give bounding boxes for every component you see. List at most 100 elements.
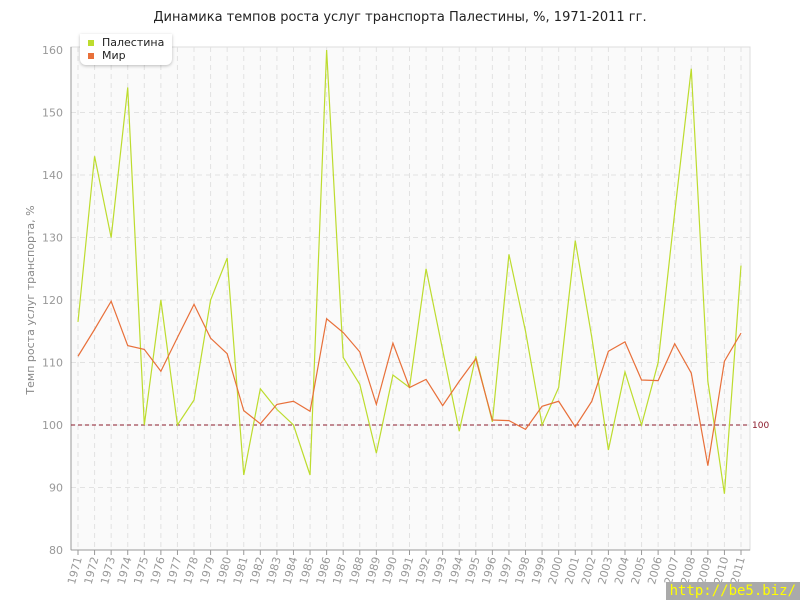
data-point (160, 299, 162, 301)
legend-item-world[interactable]: Мир (88, 49, 164, 62)
data-point (707, 465, 709, 467)
data-point (558, 387, 560, 389)
plot-area (70, 46, 751, 551)
data-point (475, 355, 477, 357)
legend-label: Палестина (102, 36, 165, 49)
data-point (243, 410, 245, 412)
y-tick-label: 110 (42, 357, 63, 370)
data-point (342, 357, 344, 359)
data-point (475, 358, 477, 360)
data-point (127, 87, 129, 89)
data-point (425, 378, 427, 380)
data-point (243, 474, 245, 476)
data-point (326, 49, 328, 51)
data-point (690, 68, 692, 70)
legend-label: Мир (102, 49, 126, 62)
data-point (525, 428, 527, 430)
data-point (77, 321, 79, 323)
data-point (574, 240, 576, 242)
chart-title: Динамика темпов роста услуг транспорта П… (153, 10, 647, 25)
data-point (176, 424, 178, 426)
data-point (591, 400, 593, 402)
data-point (292, 400, 294, 402)
data-point (491, 421, 493, 423)
data-point (541, 405, 543, 407)
legend-item-palestine[interactable]: Палестина (88, 36, 164, 49)
data-point (409, 387, 411, 389)
data-point (392, 342, 394, 344)
data-point (624, 341, 626, 343)
data-point (94, 155, 96, 157)
data-point (723, 360, 725, 362)
data-point (491, 419, 493, 421)
data-point (707, 380, 709, 382)
data-point (392, 374, 394, 376)
data-point (607, 449, 609, 451)
data-point (674, 343, 676, 345)
y-tick-label: 100 (42, 419, 63, 432)
data-point (375, 452, 377, 454)
legend: Палестина Мир (80, 34, 173, 65)
data-point (574, 426, 576, 428)
data-point (276, 403, 278, 405)
data-point (143, 348, 145, 350)
data-point (259, 423, 261, 425)
data-point (375, 403, 377, 405)
legend-swatch (88, 39, 94, 46)
data-point (525, 330, 527, 332)
data-point (674, 212, 676, 214)
y-tick-label: 120 (42, 294, 63, 307)
data-point (641, 379, 643, 381)
legend-swatch (88, 52, 94, 59)
data-point (292, 424, 294, 426)
data-point (458, 430, 460, 432)
data-point (657, 380, 659, 382)
watermark[interactable]: http://be5.biz/ (665, 582, 800, 600)
data-point (210, 299, 212, 301)
data-point (740, 265, 742, 267)
y-tick-label: 150 (42, 107, 63, 120)
data-point (442, 405, 444, 407)
data-point (690, 372, 692, 374)
data-point (309, 474, 311, 476)
data-point (193, 303, 195, 305)
data-point (624, 371, 626, 373)
data-point (77, 355, 79, 357)
data-point (110, 300, 112, 302)
data-point (226, 257, 228, 259)
data-point (259, 388, 261, 390)
data-point (309, 410, 311, 412)
data-point (110, 237, 112, 239)
data-point (508, 420, 510, 422)
data-point (210, 337, 212, 339)
y-tick-label: 80 (49, 544, 63, 557)
data-point (143, 424, 145, 426)
data-point (359, 383, 361, 385)
data-point (226, 353, 228, 355)
data-point (607, 350, 609, 352)
data-point (160, 370, 162, 372)
data-point (94, 328, 96, 330)
series-line-world (77, 299, 742, 466)
y-tick-label: 140 (42, 169, 63, 182)
data-point (641, 424, 643, 426)
y-axis-label: Темп роста услуг транспорта, % (24, 205, 37, 395)
data-point (657, 362, 659, 364)
data-point (442, 349, 444, 351)
data-point (326, 318, 328, 320)
y-tick-label: 130 (42, 232, 63, 245)
reference-line-label: 100 (752, 421, 769, 431)
data-point (740, 332, 742, 334)
data-point (193, 399, 195, 401)
data-point (723, 493, 725, 495)
y-tick-label: 160 (42, 44, 63, 57)
y-tick-label: 90 (49, 482, 63, 495)
data-point (425, 268, 427, 270)
data-point (458, 380, 460, 382)
data-point (176, 337, 178, 339)
data-point (591, 337, 593, 339)
data-point (359, 351, 361, 353)
data-point (508, 253, 510, 255)
data-point (558, 400, 560, 402)
